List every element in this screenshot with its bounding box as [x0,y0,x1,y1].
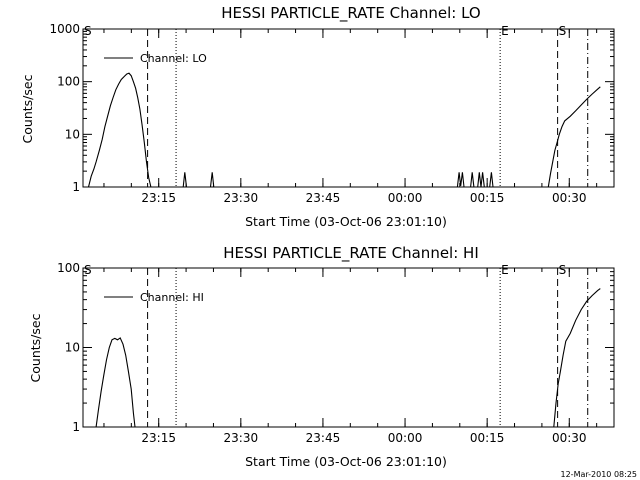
x-tick-label: 23:45 [306,431,341,445]
series-line [470,172,475,188]
x-tick-label: 00:15 [470,191,505,205]
x-tick-label: 00:15 [470,431,505,445]
event-marker-label: E [501,263,509,277]
x-tick-label: 23:30 [224,191,259,205]
plot-hi-channel: HESSI PARTICLE_RATE Channel: HI Start Ti… [28,244,615,469]
event-marker-label: S [559,263,567,277]
y-tick-label: 100 [57,75,80,89]
plot-lo-channel: HESSI PARTICLE_RATE Channel: LO Start Ti… [20,4,615,229]
x-tick-label: 00:00 [388,191,423,205]
x-tick-label: 00:00 [388,431,423,445]
series-line [477,172,485,188]
x-tick-label: 00:30 [552,431,587,445]
y-tick-label: 10 [65,127,80,141]
x-tick-label: 23:45 [306,191,341,205]
series-line [87,72,152,188]
event-marker-label: S [84,263,92,277]
series-line [489,172,494,188]
y-tick-label: 1000 [49,22,80,36]
legend-label: Channel: LO [140,52,207,65]
event-marker-label: E [501,24,509,38]
y-tick-label: 1 [72,180,80,194]
y-tick-label: 10 [65,341,80,355]
plot-title: HESSI PARTICLE_RATE Channel: LO [221,4,480,23]
y-tick-label: 100 [57,261,80,275]
x-axis-label: Start Time (03-Oct-06 23:01:10) [245,214,447,229]
y-axis-label: Counts/sec [28,313,43,382]
x-tick-label: 23:30 [224,431,259,445]
series-line [456,172,465,188]
series-line [547,86,601,188]
legend-label: Channel: HI [140,291,204,304]
plot-title: HESSI PARTICLE_RATE Channel: HI [223,244,479,263]
event-marker-label: S [559,24,567,38]
plot-frame [82,28,615,188]
series-line [95,337,136,428]
x-axis-label: Start Time (03-Oct-06 23:01:10) [245,454,447,469]
series-line [182,172,188,188]
x-tick-label: 23:15 [141,191,176,205]
x-tick-label: 00:30 [552,191,587,205]
y-axis-label: Counts/sec [20,74,35,143]
footer-timestamp: 12-Mar-2010 08:25 [561,470,638,479]
event-marker-label: S [84,24,92,38]
y-tick-label: 1 [72,420,80,434]
x-tick-label: 23:15 [141,431,176,445]
series-line [209,172,215,188]
series-line [553,288,601,428]
